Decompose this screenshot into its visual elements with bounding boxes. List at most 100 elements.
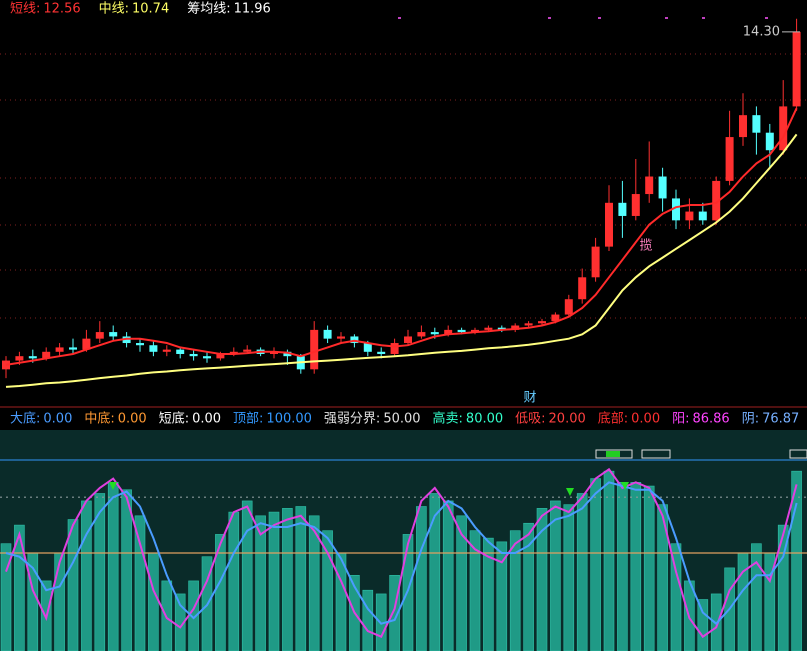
candle-body (2, 360, 10, 370)
signal-dot (665, 17, 668, 19)
candle-body (55, 347, 64, 352)
readout-value: 50.00 (383, 412, 420, 427)
readout-label: 高卖: (433, 411, 463, 427)
candle-body (69, 347, 77, 350)
bar (791, 470, 802, 651)
bar (630, 482, 642, 651)
readout-label: 顶部: (233, 412, 263, 427)
candle-body (645, 176, 654, 195)
candle-body (243, 349, 252, 352)
price-line (5, 107, 798, 366)
candle-body (779, 106, 788, 151)
candle-body (15, 356, 24, 361)
candle-body (229, 351, 238, 354)
candle-body (551, 314, 560, 322)
candle-body (511, 325, 520, 330)
bar (54, 552, 65, 651)
candle-body (497, 327, 506, 330)
signal-box (595, 449, 633, 459)
candle-body (149, 345, 158, 352)
candle-body (765, 132, 774, 151)
price-line (5, 133, 798, 388)
candle-body (712, 180, 721, 221)
bar (670, 543, 682, 651)
readout-label: 短底: (159, 411, 189, 427)
signal-dots (398, 17, 768, 19)
candle-body (417, 332, 426, 337)
candle-body (538, 321, 546, 324)
readout-label: 大底: (10, 411, 40, 427)
signal-dot (598, 17, 601, 19)
candle-body (457, 329, 466, 333)
signal-box (641, 449, 671, 459)
readout-value: 12.56 (43, 2, 80, 17)
signal-dot (702, 17, 705, 19)
arrows (109, 482, 629, 496)
readout-label: 底部: (598, 411, 628, 427)
candle-body (283, 351, 292, 357)
price-label: 14.30 (743, 24, 780, 39)
candle-body (42, 351, 51, 359)
candle-body (270, 351, 278, 354)
indicator-line (5, 481, 798, 626)
bar (617, 482, 628, 651)
readout-label: 筹均线: (187, 1, 230, 17)
bar (442, 500, 454, 651)
readout-label: 中线: (99, 2, 129, 17)
bar (81, 500, 92, 651)
readout-value: 0.00 (43, 412, 72, 427)
candle-body (564, 299, 573, 315)
signal-dot (398, 17, 401, 19)
readout-value: 11.96 (234, 2, 271, 17)
bar (215, 534, 226, 651)
bar (94, 493, 106, 651)
candle-body (685, 211, 694, 221)
candle-body (524, 323, 533, 326)
bar (402, 534, 414, 651)
bar (563, 504, 575, 651)
readout-value: 10.74 (132, 2, 169, 17)
bar (134, 515, 146, 651)
candle-body (698, 211, 707, 221)
candle-body (591, 246, 600, 278)
readout-value: 76.87 (762, 412, 799, 427)
candle-body (672, 198, 680, 221)
annotation: 揽 (639, 238, 652, 254)
bar (496, 541, 508, 651)
candle-body (471, 329, 479, 333)
candle-body (725, 137, 734, 181)
candle-body (176, 349, 185, 354)
bar (416, 506, 427, 651)
candle-body (82, 338, 91, 350)
candle-body (444, 329, 453, 335)
candle-body (109, 332, 118, 337)
bar (121, 489, 132, 651)
readout-value: 0.00 (118, 412, 147, 427)
signal-boxes (595, 449, 807, 459)
bar (576, 493, 588, 651)
readout-value: 20.00 (549, 412, 586, 427)
candle-body (363, 343, 372, 352)
indicator-panel (0, 459, 807, 651)
bar (590, 478, 601, 651)
candle-body (792, 31, 801, 107)
price-panel: 14.30 财 揽 (2, 18, 801, 406)
candle-body (162, 349, 171, 352)
signal-fill (606, 451, 620, 457)
bar (241, 500, 253, 651)
candle-body (122, 336, 131, 344)
candle-body (310, 329, 319, 370)
bar (107, 482, 119, 651)
readout-label: 短线: (10, 2, 40, 17)
readout-value: 0.00 (631, 412, 660, 427)
readout-label: 阳: (672, 412, 689, 427)
candle-body (28, 356, 37, 359)
candle-body (578, 277, 587, 300)
candle-body (337, 336, 345, 339)
candle-body (323, 329, 332, 339)
bar (697, 599, 709, 651)
candle-body (136, 343, 144, 346)
bar (456, 515, 467, 651)
candle-body (658, 176, 667, 199)
